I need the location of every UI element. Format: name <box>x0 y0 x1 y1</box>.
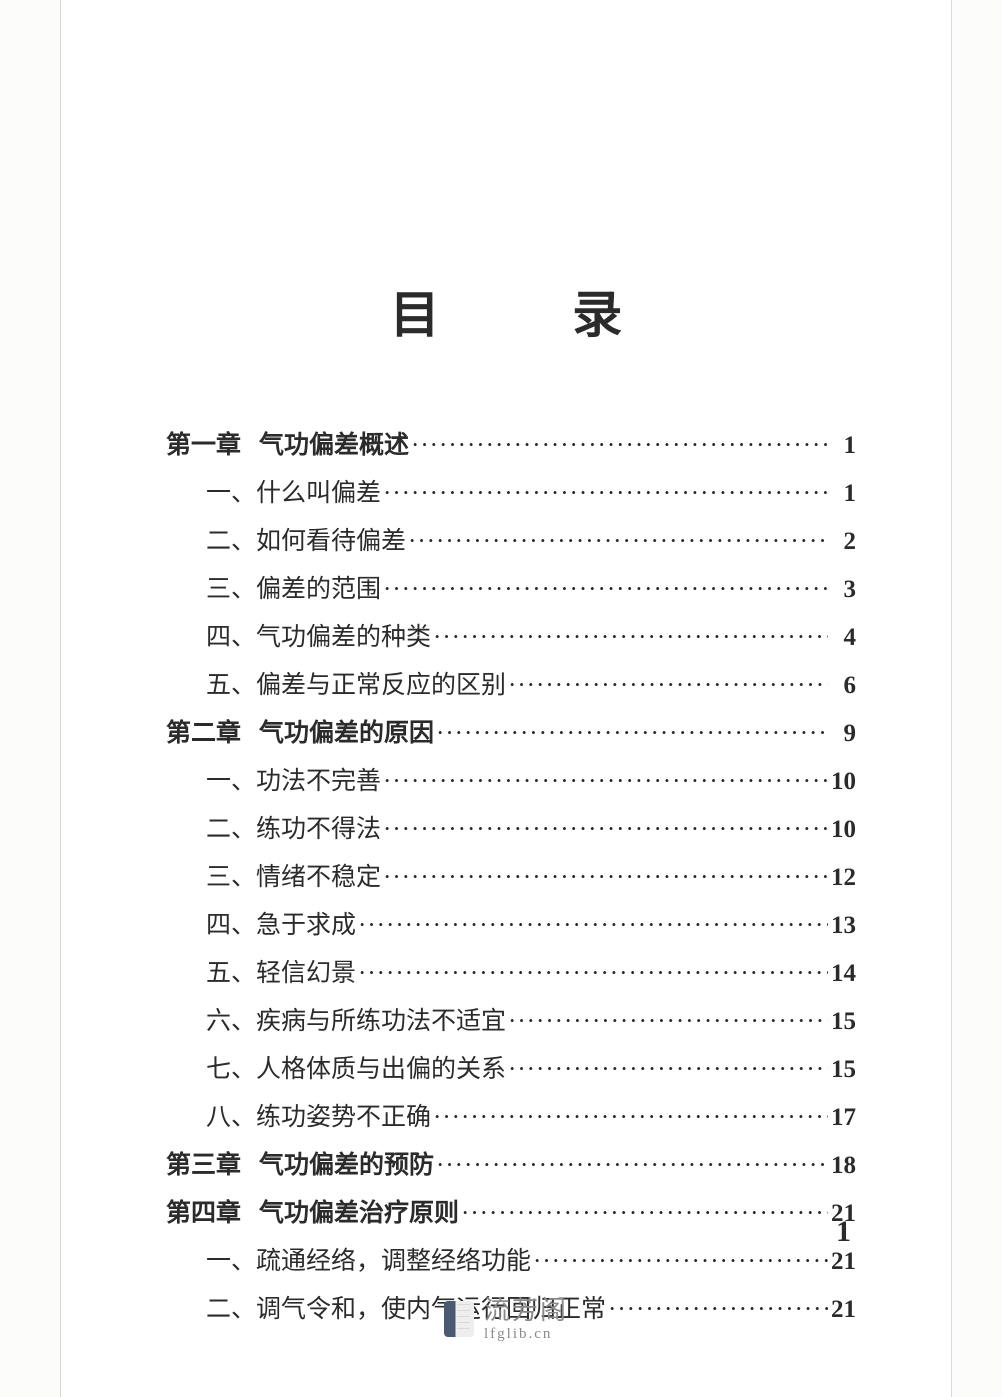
leader-dots: ········································… <box>356 960 828 988</box>
entry-page: 13 <box>828 912 856 940</box>
entry-title: 三、偏差的范围 <box>206 569 381 605</box>
entry-title: 五、轻信幻景 <box>206 953 356 989</box>
entry-title: 气功偏差概述 <box>259 425 409 461</box>
entry-page: 18 <box>828 1152 856 1180</box>
leader-dots: ········································… <box>434 720 828 748</box>
toc-subsection-row: 一、什么叫偏差·································… <box>166 473 856 521</box>
leader-dots: ········································… <box>506 1008 828 1036</box>
toc-subsection-row: 七、人格体质与出偏的关系····························… <box>166 1049 856 1097</box>
entry-title: 气功偏差的原因 <box>259 713 434 749</box>
entry-page: 2 <box>828 528 856 556</box>
toc-subsection-row: 三、偏差的范围·································… <box>166 569 856 617</box>
chapter-number: 第四章 <box>166 1193 241 1229</box>
leader-dots: ········································… <box>406 528 828 556</box>
book-icon <box>444 1301 474 1337</box>
watermark-site-name: 流芳阁 <box>484 1297 568 1326</box>
entry-page: 15 <box>828 1056 856 1084</box>
leader-dots: ········································… <box>381 864 828 892</box>
entry-page: 12 <box>828 864 856 892</box>
entry-title: 六、疾病与所练功法不适宜 <box>206 1001 506 1037</box>
entry-page: 14 <box>828 960 856 988</box>
leader-dots: ········································… <box>409 432 828 460</box>
toc-subsection-row: 四、急于求成··································… <box>166 905 856 953</box>
leader-dots: ········································… <box>434 1152 828 1180</box>
leader-dots: ········································… <box>431 624 828 652</box>
chapter-number: 第三章 <box>166 1145 241 1181</box>
entry-page: 17 <box>828 1104 856 1132</box>
entry-title: 三、情绪不稳定 <box>206 857 381 893</box>
watermark-url: lfglib.cn <box>484 1326 568 1343</box>
entry-title: 一、什么叫偏差 <box>206 473 381 509</box>
leader-dots: ········································… <box>506 672 828 700</box>
entry-title: 四、气功偏差的种类 <box>206 617 431 653</box>
entry-page: 15 <box>828 1008 856 1036</box>
entry-page: 4 <box>828 624 856 652</box>
leader-dots: ········································… <box>459 1200 828 1228</box>
toc-subsection-row: 五、轻信幻景··································… <box>166 953 856 1001</box>
leader-dots: ········································… <box>381 480 828 508</box>
page-number: 1 <box>836 1215 851 1249</box>
toc-subsection-row: 六、疾病与所练功法不适宜····························… <box>166 1001 856 1049</box>
leader-dots: ········································… <box>381 816 828 844</box>
toc-chapter-row: 第二章气功偏差的原因······························… <box>166 713 856 761</box>
entry-title: 七、人格体质与出偏的关系 <box>206 1049 506 1085</box>
toc-subsection-row: 一、疏通经络，调整经络功能···························… <box>166 1241 856 1289</box>
leader-dots: ········································… <box>531 1248 828 1276</box>
toc-heading: 目 录 <box>61 275 951 347</box>
entry-title: 一、功法不完善 <box>206 761 381 797</box>
entry-title: 八、练功姿势不正确 <box>206 1097 431 1133</box>
leader-dots: ········································… <box>381 768 828 796</box>
entry-page: 21 <box>828 1248 856 1276</box>
entry-title: 四、急于求成 <box>206 905 356 941</box>
entry-title: 气功偏差的预防 <box>259 1145 434 1181</box>
entry-page: 10 <box>828 816 856 844</box>
leader-dots: ········································… <box>356 912 828 940</box>
table-of-contents: 第一章气功偏差概述·······························… <box>166 425 856 1337</box>
toc-chapter-row: 第三章气功偏差的预防······························… <box>166 1145 856 1193</box>
entry-title: 二、练功不得法 <box>206 809 381 845</box>
toc-subsection-row: 三、情绪不稳定·································… <box>166 857 856 905</box>
toc-subsection-row: 二、练功不得法·································… <box>166 809 856 857</box>
leader-dots: ········································… <box>431 1104 828 1132</box>
toc-subsection-row: 四、气功偏差的种类·······························… <box>166 617 856 665</box>
leader-dots: ········································… <box>506 1056 828 1084</box>
entry-page: 1 <box>828 432 856 460</box>
entry-page: 3 <box>828 576 856 604</box>
toc-subsection-row: 一、功法不完善·································… <box>166 761 856 809</box>
toc-chapter-row: 第一章气功偏差概述·······························… <box>166 425 856 473</box>
toc-chapter-row: 第四章气功偏差治疗原则·····························… <box>166 1193 856 1241</box>
entry-title: 五、偏差与正常反应的区别 <box>206 665 506 701</box>
entry-title: 二、如何看待偏差 <box>206 521 406 557</box>
watermark-text: 流芳阁 lfglib.cn <box>484 1297 568 1342</box>
entry-page: 9 <box>828 720 856 748</box>
entry-page: 1 <box>828 480 856 508</box>
leader-dots: ········································… <box>381 576 828 604</box>
chapter-number: 第一章 <box>166 425 241 461</box>
toc-subsection-row: 八、练功姿势不正确·······························… <box>166 1097 856 1145</box>
entry-page: 6 <box>828 672 856 700</box>
entry-title: 气功偏差治疗原则 <box>259 1193 459 1229</box>
toc-subsection-row: 五、偏差与正常反应的区别····························… <box>166 665 856 713</box>
chapter-number: 第二章 <box>166 713 241 749</box>
toc-subsection-row: 二、如何看待偏差································… <box>166 521 856 569</box>
entry-page: 10 <box>828 768 856 796</box>
book-page: 目 录 第一章气功偏差概述···························… <box>60 0 952 1397</box>
watermark: 流芳阁 lfglib.cn <box>61 1297 951 1342</box>
entry-title: 一、疏通经络，调整经络功能 <box>206 1241 531 1277</box>
